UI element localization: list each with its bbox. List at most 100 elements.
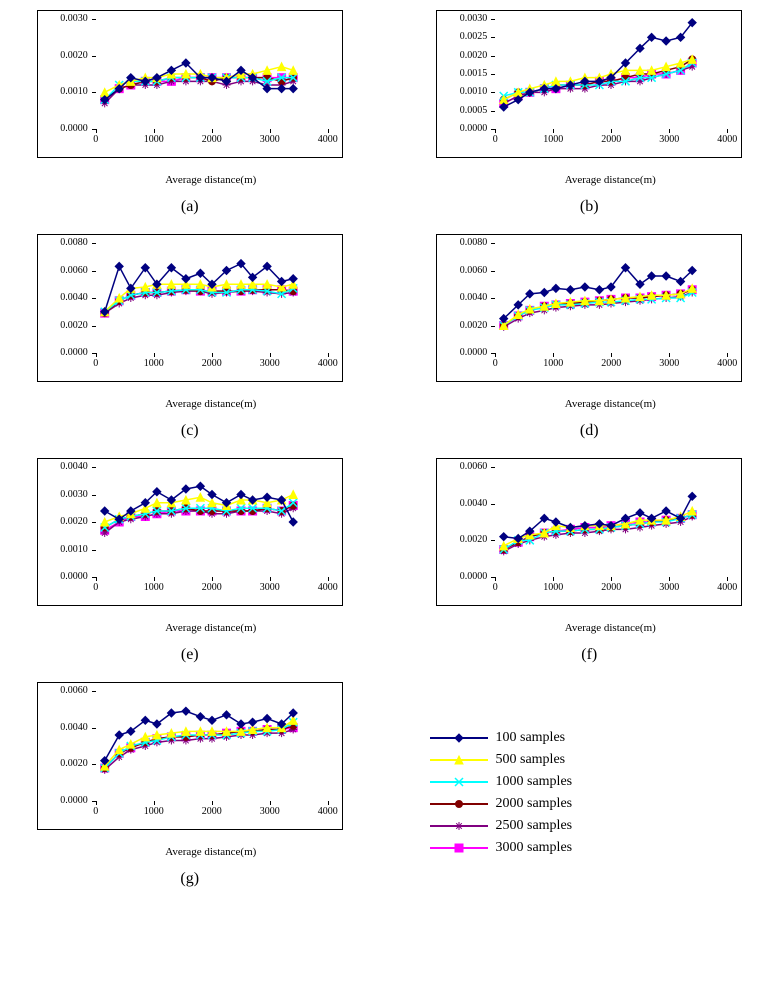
legend: 100 samples 500 samples 1000 samples 2000 s… — [410, 722, 573, 862]
series-svg — [495, 243, 727, 353]
legend-swatch — [430, 753, 488, 767]
x-tick-label: 0 — [78, 583, 114, 593]
chart-holder: Average semivarianceAverage distance(m)0… — [436, 458, 742, 638]
y-tick-label: 0.0030 — [42, 14, 88, 24]
y-tick-label: 0.0015 — [441, 69, 487, 79]
x-tick-label: 1000 — [136, 135, 172, 145]
x-tick-label: 1000 — [535, 583, 571, 593]
legend-item: 1000 samples — [430, 774, 573, 790]
legend-swatch — [430, 819, 488, 833]
x-tick-label: 3000 — [651, 135, 687, 145]
legend-label: 2000 samples — [496, 796, 573, 812]
series-svg — [96, 691, 328, 801]
triangle-icon — [452, 753, 466, 767]
x-tick-label: 0 — [477, 583, 513, 593]
y-tick-label: 0.0020 — [42, 759, 88, 769]
x-tick-label: 0 — [78, 807, 114, 817]
legend-item: 2000 samples — [430, 796, 573, 812]
plot-area — [96, 243, 328, 353]
y-tick-label: 0.0060 — [441, 462, 487, 472]
y-tick-label: 0.0020 — [441, 51, 487, 61]
chart-cell-g: Average semivarianceAverage distance(m)0… — [10, 682, 370, 902]
series-svg — [495, 19, 727, 129]
chart-box: 0.00000.00100.00200.00300.00400100020003… — [37, 458, 343, 606]
chart-grid: Average semivarianceAverage distance(m)0… — [10, 10, 769, 902]
y-tick-label: 0.0060 — [42, 686, 88, 696]
chart-caption: (b) — [580, 198, 599, 216]
square-icon — [452, 841, 466, 855]
chart-holder: Average semivarianceAverage distance(m)0… — [37, 10, 343, 190]
legend-label: 100 samples — [496, 730, 566, 746]
legend-label: 500 samples — [496, 752, 566, 768]
x-axis-label: Average distance(m) — [550, 398, 670, 410]
legend-item: 500 samples — [430, 752, 573, 768]
chart-cell-f: Average semivarianceAverage distance(m)0… — [410, 458, 770, 678]
y-tick-label: 0.0060 — [441, 266, 487, 276]
chart-box: 0.00000.00200.00400.00600.00800100020003… — [436, 234, 742, 382]
star-icon — [452, 819, 466, 833]
y-tick-label: 0.0020 — [441, 321, 487, 331]
x-tick-label: 1000 — [136, 807, 172, 817]
x-tick-label: 3000 — [252, 807, 288, 817]
chart-caption: (e) — [181, 646, 199, 664]
x-tick-label: 2000 — [593, 135, 629, 145]
chart-box: 0.00000.00200.00400.00600100020003000400… — [436, 458, 742, 606]
chart-caption: (g) — [180, 870, 199, 888]
y-tick-label: 0.0010 — [42, 545, 88, 555]
x-tick-label: 2000 — [194, 135, 230, 145]
x-axis-label: Average distance(m) — [550, 622, 670, 634]
x-tick-label: 0 — [477, 135, 513, 145]
plot-area — [96, 19, 328, 129]
y-tick-label: 0.0020 — [42, 517, 88, 527]
y-tick-label: 0.0040 — [441, 293, 487, 303]
x-tick-label: 4000 — [310, 359, 346, 369]
x-icon — [452, 775, 466, 789]
x-tick-label: 1000 — [535, 135, 571, 145]
chart-holder: Average semivarianceAverage distance(m)0… — [37, 234, 343, 414]
y-tick-label: 0.0040 — [42, 462, 88, 472]
y-tick-label: 0.0005 — [441, 106, 487, 116]
chart-caption: (c) — [181, 422, 199, 440]
x-tick-label: 3000 — [252, 135, 288, 145]
x-tick-label: 3000 — [252, 359, 288, 369]
chart-holder: Average semivarianceAverage distance(m)0… — [436, 234, 742, 414]
legend-swatch — [430, 775, 488, 789]
x-axis-label: Average distance(m) — [151, 174, 271, 186]
chart-box: 0.00000.00100.00200.00300100020003000400… — [37, 10, 343, 158]
y-tick-label: 0.0040 — [42, 293, 88, 303]
legend-swatch — [430, 731, 488, 745]
legend-item: 3000 samples — [430, 840, 573, 856]
plot-area — [96, 691, 328, 801]
x-tick-label: 2000 — [194, 583, 230, 593]
legend-item: 100 samples — [430, 730, 573, 746]
x-axis-label: Average distance(m) — [151, 398, 271, 410]
y-tick-label: 0.0025 — [441, 32, 487, 42]
chart-box: 0.00000.00050.00100.00150.00200.00250.00… — [436, 10, 742, 158]
y-tick-label: 0.0020 — [441, 535, 487, 545]
legend-swatch — [430, 797, 488, 811]
circle-icon — [452, 797, 466, 811]
x-axis-label: Average distance(m) — [151, 622, 271, 634]
series-svg — [96, 467, 328, 577]
y-tick-label: 0.0020 — [42, 321, 88, 331]
x-tick-label: 0 — [78, 135, 114, 145]
legend-label: 2500 samples — [496, 818, 573, 834]
plot-area — [495, 19, 727, 129]
x-tick-label: 2000 — [194, 807, 230, 817]
y-tick-label: 0.0040 — [441, 499, 487, 509]
series-svg — [96, 243, 328, 353]
series-svg — [96, 19, 328, 129]
y-tick-label: 0.0040 — [42, 723, 88, 733]
chart-caption: (a) — [181, 198, 199, 216]
x-tick-label: 1000 — [136, 583, 172, 593]
y-tick-label: 0.0060 — [42, 266, 88, 276]
x-tick-label: 2000 — [593, 359, 629, 369]
plot-area — [495, 243, 727, 353]
x-tick-label: 4000 — [709, 583, 745, 593]
legend-label: 1000 samples — [496, 774, 573, 790]
chart-box: 0.00000.00200.00400.00600100020003000400… — [37, 682, 343, 830]
legend-item: 2500 samples — [430, 818, 573, 834]
x-tick-label: 4000 — [310, 807, 346, 817]
series-svg — [495, 467, 727, 577]
chart-cell-c: Average semivarianceAverage distance(m)0… — [10, 234, 370, 454]
